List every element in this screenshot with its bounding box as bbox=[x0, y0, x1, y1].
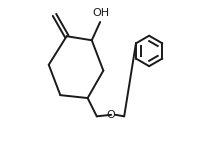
Text: O: O bbox=[107, 110, 116, 120]
Text: OH: OH bbox=[92, 8, 109, 18]
